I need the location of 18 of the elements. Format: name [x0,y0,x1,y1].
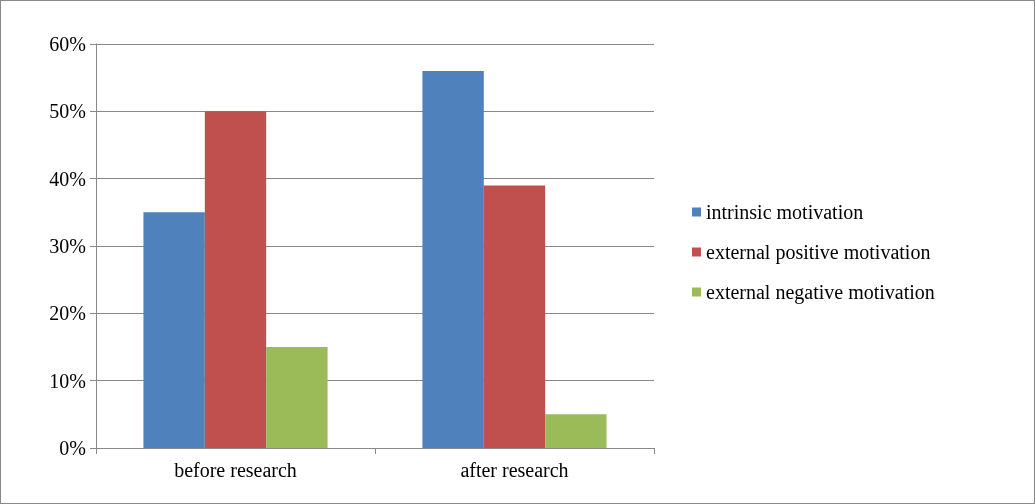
y-tick-label: 10% [49,369,86,392]
y-tick-label: 50% [49,100,86,123]
x-tick-label: after research [460,459,569,481]
y-tick-label: 30% [49,235,86,257]
bar [266,347,328,448]
y-tick-label: 60% [49,33,86,55]
bar [204,111,267,448]
x-tick-label: before research [174,459,297,481]
legend-label: external positive motivation [706,241,931,264]
bar [545,414,607,448]
legend-label: external negative motivation [706,281,935,304]
bar [483,185,546,448]
bar [422,70,484,448]
y-tick-label: 20% [49,302,86,325]
y-tick-label: 40% [49,167,86,190]
y-tick-label: 0% [59,437,86,459]
bar [143,212,205,448]
legend-label: intrinsic motivation [706,201,864,223]
